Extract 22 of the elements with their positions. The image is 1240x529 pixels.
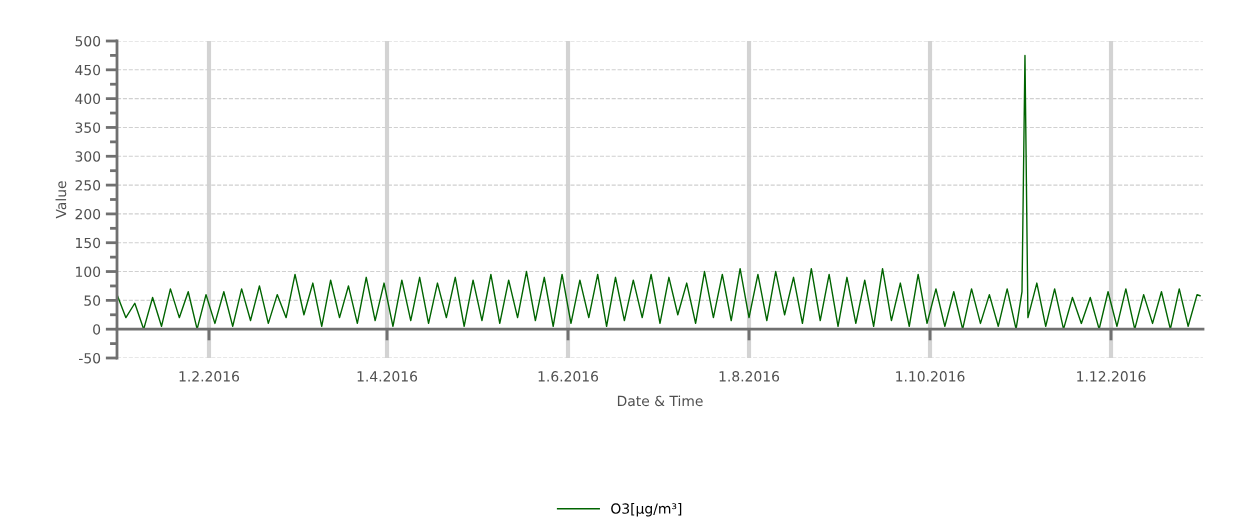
x-tick-label: 1.12.2016: [1077, 371, 1146, 382]
x-tick-label: 1.10.2016: [896, 371, 965, 382]
x-tick-label: 1.6.2016: [538, 371, 599, 382]
line-series: [117, 54, 1201, 330]
y-tick-label: 0: [93, 324, 101, 335]
y-tick-label: 150: [76, 237, 101, 249]
y-tick-label: 450: [75, 64, 101, 76]
y-tick-label: 50: [84, 295, 101, 306]
y-tick-label: -50: [79, 352, 101, 364]
legend-label: O3[µg/m³]: [611, 503, 682, 517]
y-tick-label: 300: [75, 151, 101, 162]
y-tick-label: 250: [75, 180, 101, 191]
y-tick-label: 350: [75, 122, 101, 133]
y-axis-title: Value: [55, 181, 67, 219]
x-tick-label: 1.8.2016: [719, 371, 780, 382]
x-axis-title: Date & Time: [617, 395, 703, 407]
x-tick-label: 1.2.2016: [179, 371, 240, 382]
y-tick-label: 200: [75, 208, 101, 220]
y-tick-label: 500: [75, 35, 101, 47]
y-tick-label: 400: [75, 93, 101, 105]
y-tick-label: 100: [76, 266, 101, 278]
x-tick-label: 1.4.2016: [357, 371, 418, 382]
